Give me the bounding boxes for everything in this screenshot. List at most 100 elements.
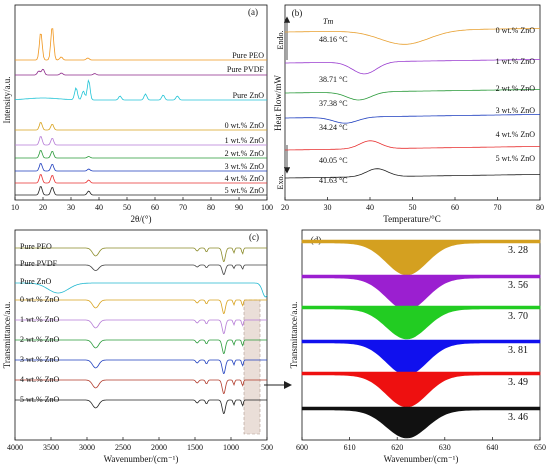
ftir-series-label-5: 1 wt.% ZnO <box>20 315 60 324</box>
zoom-value-5: 3. 49 <box>508 377 528 388</box>
panel-c-tick-label-3000: 3000 <box>79 443 95 452</box>
xrd-series-label-9: 5 wt.% ZnO <box>225 186 265 195</box>
ftir-series-label-3: Pure ZnO <box>20 277 52 286</box>
zoom-value-4: 3. 81 <box>508 345 528 356</box>
panel-a-label: (a) <box>248 7 258 17</box>
panel-c-tick-label-500: 500 <box>261 443 273 452</box>
panel-d-tick-label-650: 650 <box>534 443 546 452</box>
dsc-series-label-5: 4 wt.% ZnO <box>496 130 536 139</box>
panel-d-tick-label-630: 630 <box>439 443 451 452</box>
dsc-series-label-4: 3 wt.% ZnO <box>496 106 536 115</box>
xrd-series-label-3: Pure ZnO <box>233 91 265 100</box>
panel-b-xlabel: Temperature/°C <box>383 214 440 224</box>
xrd-series-label-1: Pure PEO <box>232 51 264 60</box>
panel-d-tick-label-610: 610 <box>344 443 356 452</box>
panel-b-tick-label-30: 30 <box>324 203 332 212</box>
panel-d-tick-label-620: 620 <box>391 443 403 452</box>
panel-a-tick-label-60: 60 <box>151 203 159 212</box>
xrd-curve-5 <box>15 136 267 146</box>
dsc-curve-1 <box>285 28 540 45</box>
ftir-curve-1 <box>15 247 267 263</box>
zoom-area-5 <box>301 371 541 408</box>
dsc-tm-value-6: 41.63 °C <box>319 176 348 185</box>
xrd-series-label-5: 1 wt.% ZnO <box>225 136 265 145</box>
panel-b-endo-label: Endo. <box>276 31 285 50</box>
ftir-series-label-8: 4 wt.% ZnO <box>20 375 60 384</box>
dsc-series-label-1: 0 wt.% ZnO <box>496 26 536 35</box>
ftir-curve-2 <box>15 264 267 275</box>
xrd-series-label-8: 4 wt.% ZnO <box>225 174 265 183</box>
zoom-area-6 <box>301 406 541 439</box>
panel-b-tick-label-60: 60 <box>451 203 459 212</box>
xrd-curve-1 <box>15 28 267 61</box>
panel-a-frame <box>14 4 268 201</box>
panel-d-tick-label-600: 600 <box>296 443 308 452</box>
xrd-curve-9 <box>15 186 267 196</box>
panel-b-label: (b) <box>292 8 303 18</box>
panel-c-tick-label-4000: 4000 <box>7 443 23 452</box>
xrd-series-label-6: 2 wt.% ZnO <box>225 149 265 158</box>
panel-a-tick-label-20: 20 <box>39 203 47 212</box>
panel-a-tick-label-10: 10 <box>11 203 19 212</box>
panel-c-tick-label-2500: 2500 <box>115 443 131 452</box>
panel-b-dsc: (b) Heat Flow/mW Temperature/°C Endo. Ex… <box>273 4 544 224</box>
xrd-curve-4 <box>15 122 267 131</box>
ftir-series-label-2: Pure PVDF <box>20 259 58 268</box>
panel-a-tick-label-90: 90 <box>235 203 243 212</box>
ftir-curve-4 <box>15 299 267 315</box>
panel-c-tick-label-1000: 1000 <box>223 443 239 452</box>
zoom-value-2: 3. 56 <box>508 280 528 291</box>
zoom-value-1: 3. 28 <box>508 245 528 256</box>
panel-a-tick-label-80: 80 <box>207 203 215 212</box>
dsc-tm-value-4: 34.24 °C <box>319 123 348 132</box>
ftir-series-label-9: 5 wt.% ZnO <box>20 395 60 404</box>
zoom-area-4 <box>301 339 541 376</box>
xrd-series-label-4: 0 wt.% ZnO <box>225 121 265 130</box>
zoom-area-3 <box>301 305 541 340</box>
dsc-curve-4 <box>285 114 540 124</box>
panel-a-tick-label-30: 30 <box>67 203 75 212</box>
panel-a-ylabel: Intensity/a.u. <box>2 77 12 124</box>
panel-d-tick-label-640: 640 <box>486 443 498 452</box>
panel-a-tick-label-100: 100 <box>261 203 273 212</box>
panel-d-zoom: (d) Transmittance/a.u. Wavenumber/(cm⁻¹)… <box>289 229 546 464</box>
ftir-series-label-7: 3 wt.% ZnO <box>20 355 60 364</box>
panel-c-label: (c) <box>249 232 259 242</box>
panel-b-tick-label-50: 50 <box>409 203 417 212</box>
panel-c-xlabel: Wavenumber/(cm⁻¹) <box>104 454 179 464</box>
xrd-curve-6 <box>15 150 267 159</box>
panel-a-tick-label-50: 50 <box>123 203 131 212</box>
panel-c-tick-label-2000: 2000 <box>151 443 167 452</box>
panel-b-tm-label: Tm <box>323 17 333 26</box>
dsc-tm-value-5: 40.05 °C <box>319 156 348 165</box>
panel-a-xlabel: 2θ/(°) <box>131 214 152 224</box>
dsc-series-label-6: 5 wt.% ZnO <box>496 154 536 163</box>
dsc-curve-5 <box>285 140 540 151</box>
panel-b-tick-label-20: 20 <box>281 203 289 212</box>
dsc-curve-6 <box>285 168 540 179</box>
xrd-curve-2 <box>15 68 267 76</box>
ftir-curve-3 <box>15 282 268 298</box>
panel-a-tick-label-70: 70 <box>179 203 187 212</box>
ftir-curve-6 <box>15 339 267 355</box>
dsc-series-label-2: 1 wt.% ZnO <box>496 57 536 66</box>
panel-b-tick-label-80: 80 <box>536 203 544 212</box>
panel-c-frame <box>14 229 268 441</box>
panel-b-ylabel: Heat Flow/mW <box>273 75 283 131</box>
dsc-tm-value-3: 37.38 °C <box>319 99 348 108</box>
dsc-curve-3 <box>285 89 540 101</box>
dsc-tm-value-2: 38.71 °C <box>319 75 348 84</box>
panel-c-tick-label-3500: 3500 <box>43 443 59 452</box>
ftir-curve-8 <box>15 379 267 395</box>
panel-b-exo-label: Exo. <box>276 175 285 190</box>
xrd-series-label-2: Pure PVDF <box>227 65 265 74</box>
zoom-value-6: 3. 46 <box>508 412 528 423</box>
ftir-curve-9 <box>15 399 267 415</box>
dsc-curve-2 <box>285 59 540 75</box>
ftir-series-label-1: Pure PEO <box>20 242 52 251</box>
zoom-area-1 <box>301 239 541 276</box>
dsc-series-label-3: 2 wt.% ZnO <box>496 84 536 93</box>
zoom-area-2 <box>301 274 541 311</box>
ftir-curve-5 <box>15 319 267 335</box>
